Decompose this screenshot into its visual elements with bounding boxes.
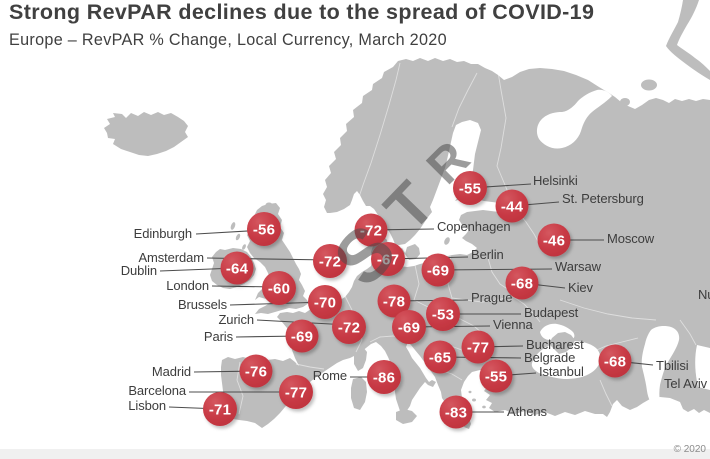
svg-text:-72: -72: [319, 254, 341, 271]
svg-text:-69: -69: [291, 329, 313, 346]
svg-text:Lisbon: Lisbon: [128, 398, 166, 413]
svg-text:-55: -55: [459, 181, 481, 198]
svg-text:London: London: [166, 278, 209, 293]
svg-text:Nur-Sultan: Nur-Sultan: [698, 287, 710, 302]
svg-text:-76: -76: [245, 364, 267, 381]
svg-text:Berlin: Berlin: [471, 247, 504, 262]
svg-text:-46: -46: [543, 233, 565, 250]
svg-text:Helsinki: Helsinki: [533, 173, 578, 188]
svg-text:-69: -69: [398, 320, 420, 337]
svg-text:-70: -70: [314, 295, 336, 312]
svg-text:Europe – RevPAR % Change, Loca: Europe – RevPAR % Change, Local Currency…: [9, 31, 447, 49]
svg-text:-67: -67: [377, 252, 399, 269]
svg-text:Paris: Paris: [204, 329, 234, 344]
svg-text:-60: -60: [268, 281, 290, 298]
svg-text:-44: -44: [501, 199, 524, 216]
svg-text:Moscow: Moscow: [607, 231, 655, 246]
svg-text:Brussels: Brussels: [178, 297, 228, 312]
svg-text:Istanbul: Istanbul: [539, 364, 584, 379]
svg-text:-68: -68: [511, 276, 533, 293]
svg-text:Dublin: Dublin: [121, 263, 157, 278]
svg-text:-83: -83: [445, 405, 467, 422]
svg-text:-77: -77: [285, 385, 307, 402]
svg-text:Athens: Athens: [507, 404, 547, 419]
svg-text:Tbilisi: Tbilisi: [656, 358, 689, 373]
svg-text:-72: -72: [338, 320, 360, 337]
svg-text:-69: -69: [427, 263, 449, 280]
svg-text:Vienna: Vienna: [493, 317, 534, 332]
svg-text:Barcelona: Barcelona: [128, 383, 187, 398]
svg-text:Edinburgh: Edinburgh: [134, 226, 192, 241]
svg-text:Kiev: Kiev: [568, 280, 593, 295]
svg-text:-86: -86: [373, 370, 395, 387]
svg-text:St. Petersburg: St. Petersburg: [562, 191, 644, 206]
svg-text:Amsterdam: Amsterdam: [138, 250, 204, 265]
svg-text:-55: -55: [485, 369, 507, 386]
svg-text:Prague: Prague: [471, 290, 512, 305]
svg-text:Belgrade: Belgrade: [524, 350, 575, 365]
svg-text:Warsaw: Warsaw: [555, 259, 602, 274]
svg-text:-65: -65: [429, 350, 451, 367]
svg-text:Bucharest: Bucharest: [526, 337, 584, 352]
svg-text:-68: -68: [604, 354, 626, 371]
svg-text:Strong RevPAR declines due to: Strong RevPAR declines due to the spread…: [9, 0, 594, 24]
svg-text:-72: -72: [360, 223, 382, 240]
svg-text:Madrid: Madrid: [152, 364, 191, 379]
svg-text:-71: -71: [209, 402, 231, 419]
svg-text:Rome: Rome: [313, 368, 347, 383]
svg-text:© 2020: © 2020: [674, 444, 707, 455]
svg-text:Zurich: Zurich: [218, 312, 254, 327]
svg-text:Copenhagen: Copenhagen: [437, 219, 510, 234]
svg-text:-78: -78: [383, 294, 405, 311]
svg-text:Tel Aviv: Tel Aviv: [664, 376, 708, 391]
svg-text:-77: -77: [467, 340, 489, 357]
svg-text:-64: -64: [226, 261, 249, 278]
svg-text:-53: -53: [432, 307, 454, 324]
svg-text:Budapest: Budapest: [524, 305, 579, 320]
svg-text:-56: -56: [253, 222, 275, 239]
